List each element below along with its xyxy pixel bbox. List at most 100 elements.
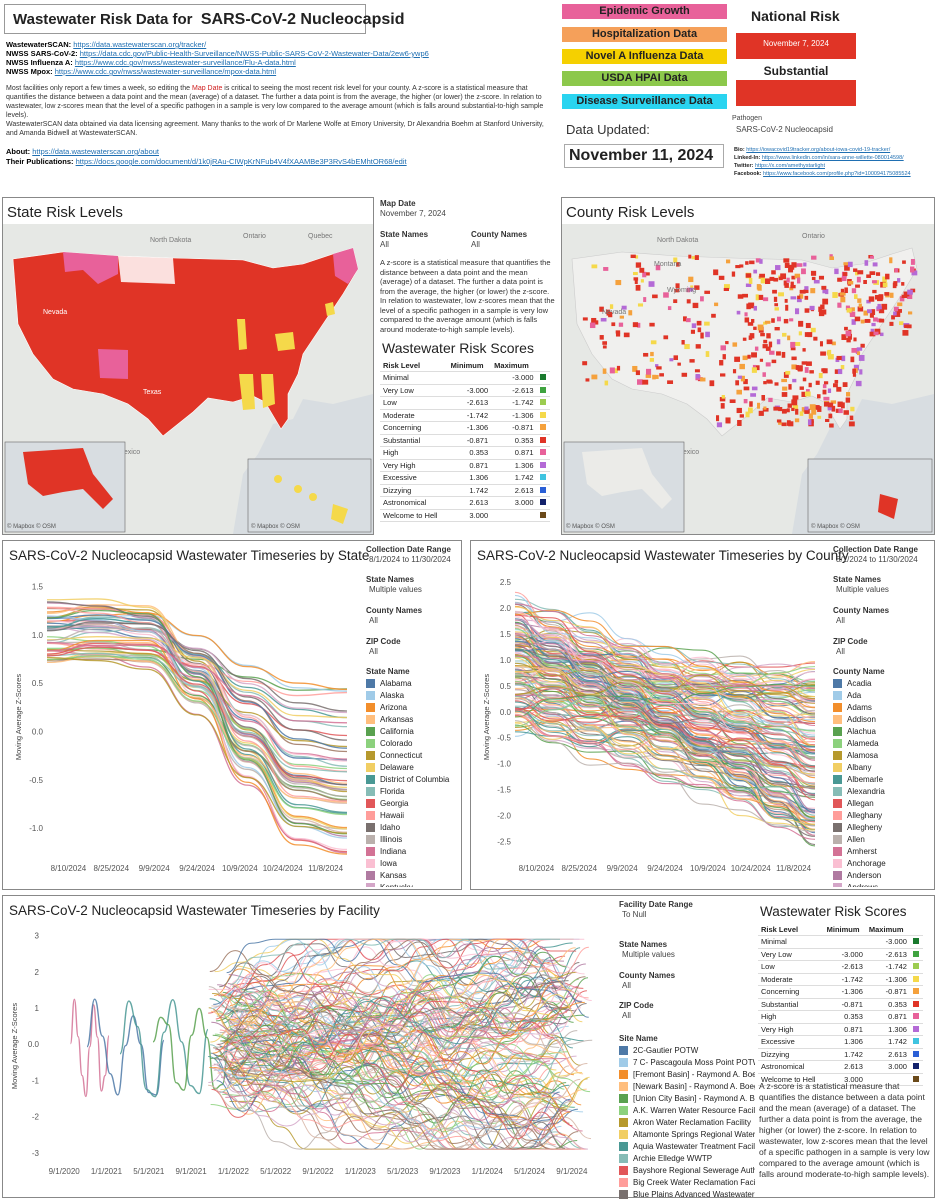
legend-item[interactable]: 2C-Gautier POTW: [619, 1044, 755, 1056]
county-marker[interactable]: [645, 374, 652, 378]
county-marker[interactable]: [749, 260, 755, 265]
county-marker[interactable]: [765, 346, 771, 351]
county-marker[interactable]: [659, 373, 664, 377]
county-marker[interactable]: [759, 259, 763, 264]
county-marker[interactable]: [806, 361, 812, 366]
county-marker[interactable]: [809, 370, 814, 374]
county-marker[interactable]: [663, 335, 669, 340]
county-marker[interactable]: [840, 296, 846, 303]
county-marker[interactable]: [591, 317, 597, 323]
pathogen-value[interactable]: SARS-CoV-2 Nucleocapsid: [736, 125, 833, 134]
county-marker[interactable]: [650, 340, 657, 345]
county-marker[interactable]: [878, 308, 885, 314]
wastewaterscan-link[interactable]: https://data.wastewaterscan.org/tracker/: [73, 40, 207, 49]
county-marker[interactable]: [766, 333, 771, 339]
county-marker[interactable]: [804, 286, 809, 290]
county-marker[interactable]: [810, 288, 816, 294]
county-marker[interactable]: [768, 341, 773, 348]
legend-item[interactable]: Delaware: [366, 761, 461, 773]
county-marker[interactable]: [757, 402, 761, 409]
county-marker[interactable]: [602, 368, 607, 374]
county-marker[interactable]: [836, 386, 842, 392]
county-marker[interactable]: [810, 327, 816, 333]
county-marker[interactable]: [742, 337, 747, 341]
county-marker[interactable]: [700, 377, 706, 382]
state-ts-state-filter[interactable]: Multiple values: [369, 585, 422, 594]
county-marker[interactable]: [681, 339, 685, 345]
county-marker[interactable]: [807, 419, 812, 426]
legend-item[interactable]: Connecticut: [366, 749, 461, 761]
county-marker[interactable]: [799, 411, 804, 416]
county-marker[interactable]: [794, 308, 800, 315]
county-marker[interactable]: [639, 267, 645, 273]
county-marker[interactable]: [623, 332, 630, 338]
county-marker[interactable]: [857, 306, 864, 312]
county-marker[interactable]: [765, 278, 771, 285]
county-marker[interactable]: [603, 267, 609, 271]
legend-item[interactable]: Iowa: [366, 857, 461, 869]
legend-item[interactable]: Acadia: [833, 677, 931, 689]
disease-surveillance-button[interactable]: Disease Surveillance Data: [562, 94, 727, 109]
county-marker[interactable]: [771, 318, 775, 323]
county-marker[interactable]: [882, 282, 888, 288]
county-marker[interactable]: [745, 411, 750, 418]
county-marker[interactable]: [845, 305, 850, 311]
county-ts-county-filter[interactable]: All: [836, 616, 845, 625]
county-marker[interactable]: [643, 352, 649, 357]
county-marker[interactable]: [899, 296, 905, 302]
county-marker[interactable]: [755, 258, 761, 263]
legend-item[interactable]: Alabama: [366, 677, 461, 689]
county-marker[interactable]: [762, 297, 769, 302]
county-marker[interactable]: [667, 380, 674, 384]
county-marker[interactable]: [848, 421, 855, 427]
county-marker[interactable]: [725, 341, 729, 345]
county-marker[interactable]: [649, 322, 655, 327]
county-marker[interactable]: [753, 305, 757, 311]
county-marker[interactable]: [827, 349, 832, 356]
state-names-filter[interactable]: All: [380, 240, 389, 249]
county-marker[interactable]: [823, 396, 830, 401]
county-marker[interactable]: [609, 304, 614, 309]
county-marker[interactable]: [673, 299, 678, 304]
legend-item[interactable]: Bayshore Regional Sewerage Auth...: [619, 1164, 755, 1176]
county-marker[interactable]: [829, 256, 834, 261]
county-marker[interactable]: [746, 303, 751, 310]
county-marker[interactable]: [790, 296, 797, 300]
county-marker[interactable]: [820, 351, 826, 356]
county-marker[interactable]: [600, 317, 607, 322]
county-marker[interactable]: [852, 368, 856, 374]
county-marker[interactable]: [695, 374, 700, 379]
county-marker[interactable]: [808, 413, 813, 419]
county-marker[interactable]: [840, 402, 845, 409]
county-marker[interactable]: [802, 377, 807, 382]
county-marker[interactable]: [611, 322, 616, 327]
county-marker[interactable]: [827, 388, 832, 393]
county-marker[interactable]: [844, 326, 848, 331]
county-marker[interactable]: [791, 364, 797, 370]
county-marker[interactable]: [748, 302, 755, 309]
facility-ts-legend[interactable]: 2C-Gautier POTW 7 C- Pascagoula Moss Poin…: [619, 1044, 755, 1199]
county-marker[interactable]: [794, 418, 800, 423]
county-marker[interactable]: [860, 319, 865, 324]
nwss-flu-link[interactable]: https://www.cdc.gov/nwss/wastewater-surv…: [74, 58, 296, 67]
county-marker[interactable]: [764, 320, 771, 324]
county-marker[interactable]: [869, 313, 874, 318]
county-marker[interactable]: [762, 372, 766, 377]
county-marker[interactable]: [850, 406, 855, 412]
county-marker[interactable]: [606, 309, 611, 316]
county-ts-range-filter[interactable]: 8/1/2024 to 11/30/2024: [836, 555, 918, 564]
county-marker[interactable]: [700, 296, 704, 302]
county-marker[interactable]: [640, 279, 644, 283]
county-marker[interactable]: [725, 417, 731, 424]
county-marker[interactable]: [643, 297, 647, 302]
county-marker[interactable]: [792, 395, 799, 400]
county-marker[interactable]: [846, 337, 851, 343]
legend-item[interactable]: Addison: [833, 713, 931, 725]
county-marker[interactable]: [893, 306, 899, 311]
county-marker[interactable]: [843, 262, 848, 266]
county-marker[interactable]: [788, 384, 792, 390]
county-marker[interactable]: [790, 347, 796, 351]
county-marker[interactable]: [901, 294, 908, 299]
county-marker[interactable]: [691, 256, 697, 260]
county-marker[interactable]: [889, 292, 894, 298]
